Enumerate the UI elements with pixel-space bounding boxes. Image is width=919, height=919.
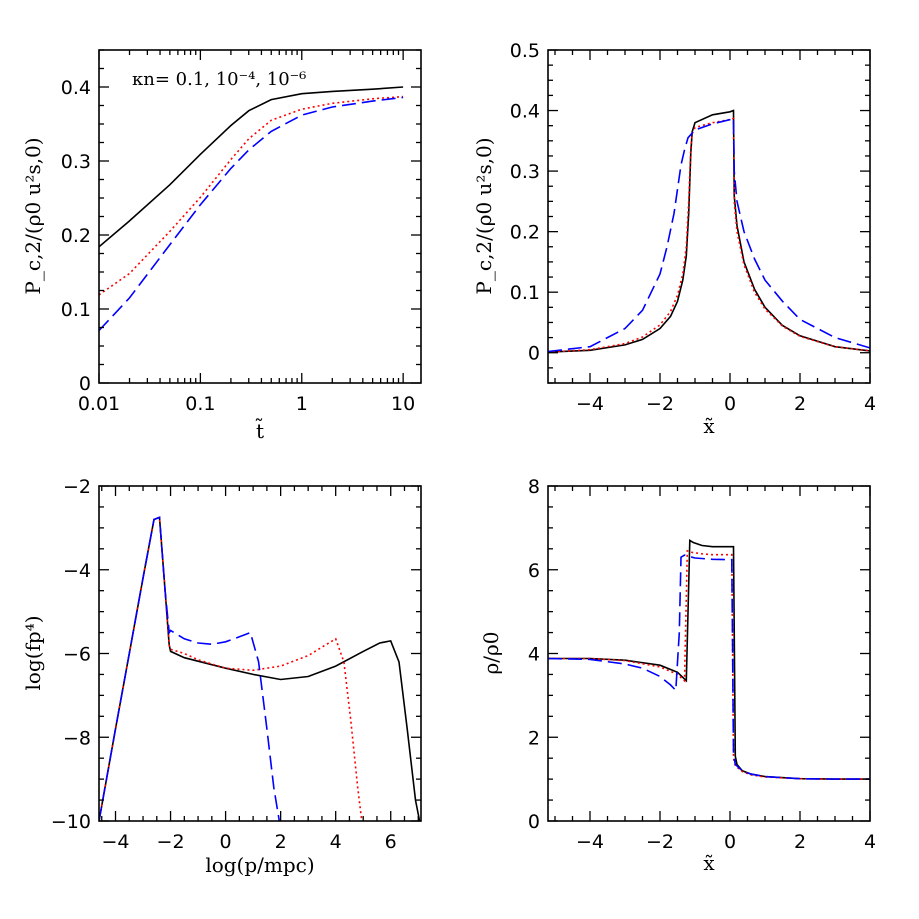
x-tick-label: −4 <box>102 831 130 853</box>
series-group <box>99 516 421 821</box>
tick-label-group: −4 −2 0 2 4 0 0.1 0.2 0.3 0.4 0.5 <box>510 40 876 415</box>
series-line-2 <box>99 516 281 821</box>
x-tick-label: 10 <box>391 393 415 415</box>
y-tick-label: 6 <box>528 560 540 582</box>
plot-frame <box>98 485 422 822</box>
series-line-2 <box>548 554 870 780</box>
series-line-1 <box>99 95 404 296</box>
series-line-1 <box>548 549 870 780</box>
y-tick-label: 0.3 <box>61 151 91 173</box>
y-tick-label: 0 <box>79 373 91 395</box>
tick-label-group: −4 −2 0 2 4 0 2 4 6 8 <box>528 476 876 853</box>
y-tick-label: 8 <box>528 476 540 498</box>
x-tick-label: −2 <box>646 393 674 415</box>
x-tick-label: −4 <box>576 393 604 415</box>
x-axis-label: log(p/mpc) <box>205 853 314 877</box>
tick-group <box>98 49 421 384</box>
y-tick-label: −6 <box>63 644 91 666</box>
series-line-0 <box>548 539 870 780</box>
plot-frame <box>98 49 422 384</box>
series-line-0 <box>548 109 870 353</box>
panel-pressure-vs-position: −4 −2 0 2 4 0 0.1 0.2 0.3 0.4 0.5 x̃ P_c,2/(ρ0 u²s… <box>472 40 876 438</box>
y-tick-label: 0.2 <box>510 222 540 244</box>
series-group <box>548 109 870 353</box>
series-line-1 <box>548 117 870 353</box>
x-tick-label: 4 <box>864 831 876 853</box>
y-tick-label: −8 <box>63 727 91 749</box>
series-group <box>548 539 870 780</box>
y-axis-label: log(fp⁴) <box>21 615 45 690</box>
y-tick-label: −2 <box>63 476 91 498</box>
tick-group <box>99 485 421 822</box>
tick-group <box>548 49 871 384</box>
y-tick-label: −4 <box>63 560 91 582</box>
series-line-2 <box>99 96 404 332</box>
y-tick-label: 0.2 <box>61 225 91 247</box>
panel-density-vs-position: −4 −2 0 2 4 0 2 4 6 8 x̃ ρ/ρ0 <box>479 476 876 875</box>
x-tick-label: 2 <box>794 831 806 853</box>
plot-frame <box>547 49 871 384</box>
tick-label-group: −4 −2 0 2 4 6 −10 −8 −6 −4 −2 <box>51 476 397 853</box>
panel-pressure-vs-time: 0.01 0.1 1 10 0 0.1 0.2 0.3 0.4 κn= 0.1, 10⁻⁴, 1… <box>21 49 422 443</box>
x-axis-label: x̃ <box>703 851 715 875</box>
x-tick-label: −2 <box>646 831 674 853</box>
y-tick-label: 0.1 <box>61 299 91 321</box>
x-tick-label: 4 <box>330 831 342 853</box>
y-tick-label: 0.4 <box>510 101 540 123</box>
x-tick-label: 4 <box>864 393 876 415</box>
x-axis-label: x̃ <box>703 414 715 438</box>
x-tick-label: 2 <box>794 393 806 415</box>
y-tick-label: 0 <box>528 343 540 365</box>
x-axis-label: t̃ <box>255 417 264 443</box>
y-tick-label: 0.3 <box>510 161 540 183</box>
x-tick-label: 0 <box>724 393 736 415</box>
y-axis-label: ρ/ρ0 <box>479 632 503 675</box>
x-tick-label: 0 <box>220 831 232 853</box>
y-tick-label: 2 <box>528 727 540 749</box>
y-tick-label: −10 <box>51 811 91 833</box>
x-tick-label: 0 <box>724 831 736 853</box>
y-axis-label: P_c,2/(ρ0 u²s,0) <box>21 137 45 294</box>
x-tick-label: −4 <box>576 831 604 853</box>
tick-group <box>548 485 871 822</box>
plot-frame <box>547 485 871 822</box>
x-tick-label: −2 <box>157 831 185 853</box>
y-tick-label: 0 <box>528 811 540 833</box>
y-tick-label: 4 <box>528 644 540 666</box>
x-tick-label: 0.1 <box>185 393 215 415</box>
x-tick-label: 2 <box>275 831 287 853</box>
y-tick-label: 0.1 <box>510 282 540 304</box>
y-tick-label: 0.5 <box>510 40 540 62</box>
panel-spectrum: −4 −2 0 2 4 6 −10 −8 −6 −4 −2 log(p/mpc) log(fp⁴) <box>21 476 422 877</box>
x-tick-label: 1 <box>296 393 308 415</box>
series-line-2 <box>548 116 870 353</box>
x-tick-label: 0.01 <box>78 393 120 415</box>
series-group <box>99 86 404 332</box>
series-line-0 <box>99 86 404 248</box>
kappa-annotation: κn= 0.1, 10⁻⁴, 10⁻⁶ <box>132 69 306 90</box>
x-tick-label: 6 <box>385 831 397 853</box>
tick-label-group: 0.01 0.1 1 10 0 0.1 0.2 0.3 0.4 <box>61 77 415 415</box>
y-axis-label: P_c,2/(ρ0 u²s,0) <box>472 137 496 294</box>
y-tick-label: 0.4 <box>61 77 91 99</box>
